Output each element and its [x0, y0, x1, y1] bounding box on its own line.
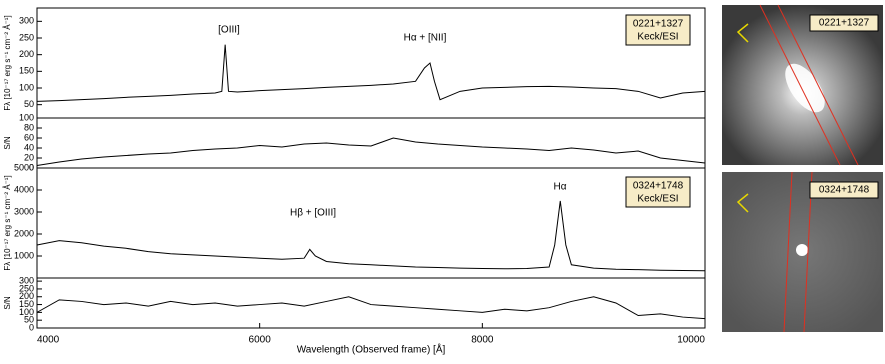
- spectrum-line: [36, 137, 706, 166]
- y-tick-label: 80: [24, 122, 34, 132]
- plot-frame: [36, 167, 706, 279]
- y-tick-label: 4000: [14, 184, 34, 194]
- plot-frame: [36, 7, 706, 119]
- slit-edge: [777, 4, 859, 166]
- y-axis-label: S/N: [3, 296, 12, 310]
- x-tick-label: 4000: [37, 335, 60, 346]
- y-tick-label: 40: [24, 142, 34, 152]
- image-label: 0221+1327: [819, 18, 870, 29]
- y-tick-label: 150: [19, 299, 34, 309]
- x-axis-label: Wavelength (Observed frame) [Å]: [297, 343, 446, 356]
- y-tick-label: 150: [19, 66, 34, 76]
- y-tick-label: 20: [24, 152, 34, 162]
- y-axis-label: Fλ [10⁻¹⁷ erg s⁻¹ cm⁻² Å⁻¹]: [3, 15, 12, 110]
- y-tick-label: 0: [29, 322, 34, 332]
- y-tick-label: 300: [19, 276, 34, 286]
- y-tick-label: 200: [19, 291, 34, 301]
- y-tick-label: 60: [24, 132, 34, 142]
- annotation: Hβ + [OIII]: [290, 208, 336, 219]
- y-tick-label: 5000: [14, 162, 34, 172]
- y-tick-label: 0: [29, 162, 34, 172]
- compass: [736, 193, 749, 213]
- plot-frame: [36, 117, 706, 169]
- y-tick-label: 100: [19, 82, 34, 92]
- y-tick-label: 50: [24, 99, 34, 109]
- x-tick-label: 6000: [249, 335, 272, 346]
- y-tick-label: 100: [19, 307, 34, 317]
- x-tick-label: 8000: [471, 335, 494, 346]
- label-box: [809, 14, 879, 32]
- annotation: Keck/ESI: [637, 194, 678, 205]
- annotation: Hα: [553, 182, 566, 193]
- y-tick-label: 250: [19, 32, 34, 42]
- y-tick-label: 250: [19, 283, 34, 293]
- y-tick-label: 300: [19, 16, 34, 26]
- slit-edge: [783, 171, 793, 333]
- slit-edge: [803, 171, 813, 333]
- label-box: [809, 181, 879, 199]
- annotation: 0324+1748: [633, 181, 684, 192]
- y-axis-label: S/N: [3, 136, 12, 150]
- label-box: [625, 14, 691, 46]
- plot-frame: [36, 277, 706, 329]
- spectrum-line: [36, 296, 706, 320]
- compass: [736, 23, 749, 43]
- label-box: [625, 176, 691, 208]
- y-tick-label: 200: [19, 49, 34, 59]
- galaxy-core: [796, 244, 808, 256]
- image-panel: 0221+1327 0324+1748: [722, 4, 883, 333]
- y-tick-label: 1000: [14, 250, 34, 260]
- y-axis-label: Fλ [10⁻¹⁷ erg s⁻¹ cm⁻² Å⁻¹]: [3, 175, 12, 270]
- x-tick-label: 10000: [677, 335, 705, 346]
- annotation: 0221+1327: [633, 19, 684, 30]
- image-label: 0324+1748: [819, 185, 870, 196]
- y-tick-label: 2000: [14, 228, 34, 238]
- y-tick-label: 3000: [14, 206, 34, 216]
- slit-edge: [759, 4, 841, 166]
- y-tick-label: 50: [24, 315, 34, 325]
- annotation: Keck/ESI: [637, 32, 678, 43]
- annotation: Hα + [NII]: [404, 33, 447, 44]
- y-tick-label: 100: [19, 112, 34, 122]
- spectrum-line: [36, 200, 706, 272]
- spectrum-line: [36, 44, 706, 102]
- annotation: [OIII]: [218, 25, 240, 36]
